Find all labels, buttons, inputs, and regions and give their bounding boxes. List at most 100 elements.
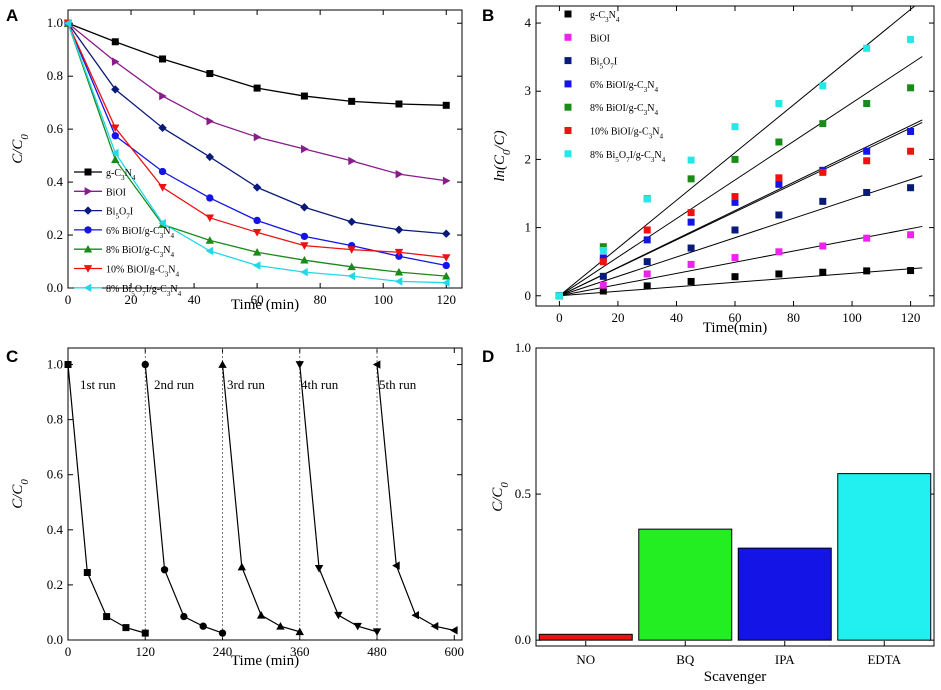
x-tick-label: 0 — [65, 292, 72, 307]
legend-label-main: 8% Bi — [106, 284, 132, 295]
data-point — [276, 622, 285, 630]
data-point — [775, 138, 783, 146]
legend-label-part: 7 — [610, 63, 614, 71]
data-point — [252, 183, 262, 192]
legend-label: g-C3N4 — [590, 10, 620, 24]
data-point — [863, 188, 871, 196]
x-tick-label: 40 — [188, 292, 201, 307]
data-point — [63, 19, 72, 28]
data-point — [295, 627, 304, 636]
legend-label-part: 5 — [131, 290, 135, 298]
panel-d: 0.0 0.5 1.0 NO BQ IPA EDTA Scavenger C/C0 D — [482, 340, 935, 685]
legend-label-main: 8% BiOI/g-C — [590, 103, 644, 114]
series-line — [67, 23, 447, 277]
data-point — [643, 258, 651, 266]
data-point — [218, 629, 227, 637]
data-point — [206, 117, 215, 126]
data-point — [301, 144, 309, 154]
data-point — [907, 147, 915, 155]
data-point — [83, 569, 91, 577]
legend-marker — [564, 57, 572, 65]
x-tick-label: 100 — [842, 310, 862, 325]
y-axis-title-sub: 0 — [19, 134, 31, 140]
legend-label: Bi5O7I — [106, 207, 133, 221]
data-point — [775, 100, 783, 107]
legend-label-main: 6% BiOI/g-C — [590, 80, 644, 91]
y-tick-label: 4 — [525, 15, 532, 30]
data-point — [103, 613, 111, 621]
legend-label-part: 3 — [160, 251, 164, 259]
series-line — [67, 22, 447, 106]
legend-label-part: 4 — [662, 156, 666, 164]
data-point — [450, 626, 458, 635]
data-point — [347, 246, 356, 254]
legend-label: g-C3N4 — [106, 168, 136, 182]
data-point — [252, 229, 262, 237]
data-point — [863, 100, 871, 107]
data-point — [256, 611, 266, 619]
data-point — [111, 38, 119, 46]
legend-label-part: 4 — [170, 232, 174, 240]
panel-label: B — [482, 6, 494, 25]
data-point — [372, 628, 382, 636]
legend-label-part: I/g-C — [630, 150, 651, 161]
legend-label: 8% Bi5O7I/g-C3N4 — [590, 150, 666, 164]
data-point — [111, 124, 120, 133]
data-point — [253, 84, 261, 92]
data-point — [687, 244, 695, 252]
data-point — [141, 360, 149, 369]
legend-label-part: 3 — [167, 290, 171, 298]
bar — [737, 547, 832, 641]
data-point — [158, 184, 167, 192]
x-axis-title: Time(min) — [703, 320, 767, 336]
data-point — [111, 148, 119, 158]
x-tick-label: 360 — [290, 644, 310, 659]
data-point — [819, 120, 827, 128]
data-point — [295, 361, 304, 369]
data-point — [206, 70, 214, 78]
legend-label-part: 3 — [644, 109, 648, 117]
data-point — [314, 565, 324, 573]
x-tick-label: 120 — [436, 292, 456, 307]
x-tick-label: 20 — [611, 310, 624, 325]
legend-label-main: g-C — [106, 168, 121, 179]
data-point — [687, 156, 695, 164]
data-point — [907, 184, 915, 192]
data-point — [372, 360, 381, 369]
legend-label-main: 8% BiOI/g-C — [106, 245, 160, 256]
data-point — [731, 123, 739, 131]
category-label: IPA — [775, 652, 795, 667]
category-label: NO — [576, 652, 595, 667]
y-tick-label: 0.2 — [47, 227, 63, 242]
data-point — [643, 282, 651, 290]
y-tick-label: 2 — [525, 151, 532, 166]
legend-marker — [564, 127, 572, 134]
run-line — [376, 364, 455, 631]
legend-label-part: 4 — [175, 271, 179, 279]
legend-label-part: 3 — [165, 271, 169, 279]
fit-line — [559, 175, 923, 297]
fit-line — [559, 56, 923, 297]
x-tick-label: 0 — [65, 644, 72, 659]
y-tick-label: 0.6 — [47, 467, 64, 482]
data-point — [643, 270, 651, 278]
y-tick-label: 1 — [525, 220, 532, 235]
data-point — [64, 361, 72, 369]
data-point — [442, 278, 450, 287]
data-point — [300, 242, 309, 250]
plot-frame — [535, 347, 935, 647]
legend-label-main: BiOI — [590, 33, 610, 44]
data-point — [599, 272, 607, 280]
data-point — [863, 147, 871, 155]
legend-label-main: 8% Bi — [590, 150, 616, 161]
data-point — [643, 195, 651, 203]
x-tick-label: 20 — [125, 292, 138, 307]
legend-marker — [84, 226, 92, 234]
data-point — [347, 262, 356, 271]
legend-marker — [564, 33, 572, 41]
data-point — [347, 271, 356, 281]
data-point — [395, 169, 404, 179]
data-point — [111, 132, 119, 140]
series-line — [67, 22, 447, 235]
